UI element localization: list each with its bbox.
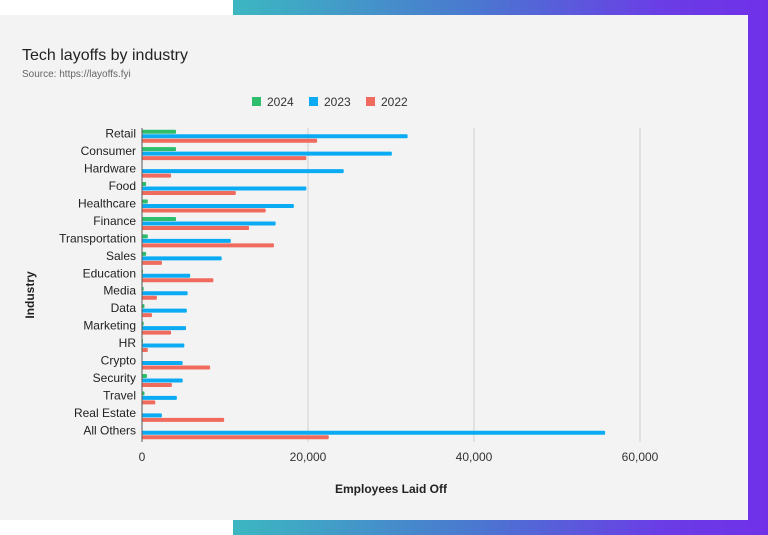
y-axis-title: Industry — [23, 271, 37, 319]
bar-2023 — [142, 291, 188, 296]
y-tick-label: Education — [83, 266, 136, 280]
bar-2022 — [142, 278, 214, 283]
y-tick-label: Retail — [105, 127, 136, 141]
y-tick-label: HR — [119, 336, 137, 350]
y-tick-label: Hardware — [84, 162, 136, 176]
chart-subtitle: Source: https://layoffs.fyi — [22, 69, 131, 80]
legend-label: 2024 — [267, 95, 294, 109]
x-tick-label: 0 — [139, 450, 146, 464]
bar-2023 — [142, 151, 392, 156]
bar-2022 — [142, 138, 318, 143]
bar-2023 — [142, 221, 276, 226]
x-tick-label: 20,000 — [290, 450, 327, 464]
y-tick-label: Security — [93, 371, 136, 385]
bar-2023 — [142, 430, 606, 435]
bar-2022 — [142, 330, 172, 335]
bar-2022 — [142, 191, 236, 196]
bar-2023 — [142, 186, 307, 191]
bar-2024 — [142, 391, 145, 396]
bar-2023 — [142, 273, 191, 278]
y-tick-label: Finance — [93, 214, 136, 228]
bar-2022 — [142, 435, 329, 440]
y-tick-label: Real Estate — [74, 406, 136, 420]
bar-2023 — [142, 169, 344, 174]
bar-2022 — [142, 382, 172, 387]
y-tick-label: Crypto — [101, 354, 137, 368]
x-tick-label: 60,000 — [622, 450, 659, 464]
bar-2022 — [142, 225, 250, 230]
bar-2024 — [142, 147, 177, 152]
bar-2024 — [142, 234, 148, 239]
bar-2022 — [142, 156, 307, 161]
bar-2022 — [142, 243, 274, 248]
bar-2024 — [142, 373, 147, 378]
bar-2023 — [142, 256, 222, 261]
bar-2023 — [142, 238, 231, 243]
bar-2022 — [142, 365, 211, 370]
y-tick-label: Food — [109, 179, 136, 193]
y-tick-label: All Others — [83, 423, 136, 437]
y-tick-label: Healthcare — [78, 197, 136, 211]
y-tick-label: Sales — [106, 249, 136, 263]
chart-title: Tech layoffs by industry — [22, 47, 189, 64]
legend-swatch-2022 — [366, 97, 375, 106]
bar-2022 — [142, 260, 162, 265]
bar-2023 — [142, 361, 183, 365]
bar-2022 — [142, 400, 156, 405]
y-tick-label: Transportation — [59, 231, 136, 245]
bar-2022 — [142, 313, 152, 318]
legend-label: 2023 — [324, 95, 351, 109]
bar-2024 — [142, 199, 148, 204]
bar-2023 — [142, 343, 185, 348]
bar-2023 — [142, 326, 186, 331]
bar-2024 — [142, 251, 147, 256]
bar-2022 — [142, 417, 225, 422]
y-tick-label: Travel — [103, 388, 136, 402]
bar-2024 — [142, 182, 147, 187]
x-axis-title: Employees Laid Off — [335, 482, 448, 496]
legend-swatch-2023 — [309, 97, 318, 106]
bar-2023 — [142, 413, 162, 418]
bar-2022 — [142, 173, 172, 178]
bar-2023 — [142, 395, 177, 400]
y-tick-label: Data — [111, 301, 137, 315]
bar-2023 — [142, 378, 183, 383]
bar-2024 — [142, 216, 177, 221]
bar-2022 — [142, 348, 148, 353]
y-tick-label: Media — [103, 284, 136, 298]
legend-swatch-2024 — [252, 97, 261, 106]
bar-2022 — [142, 208, 266, 213]
bar-2024 — [142, 129, 177, 134]
bar-2024 — [142, 304, 145, 309]
y-tick-label: Consumer — [81, 144, 136, 158]
bar-2023 — [142, 308, 187, 313]
bar-2023 — [142, 134, 408, 139]
x-tick-label: 40,000 — [456, 450, 493, 464]
bar-2023 — [142, 204, 294, 208]
y-tick-label: Marketing — [83, 319, 136, 333]
bar-2022 — [142, 295, 157, 300]
legend-label: 2022 — [381, 95, 408, 109]
